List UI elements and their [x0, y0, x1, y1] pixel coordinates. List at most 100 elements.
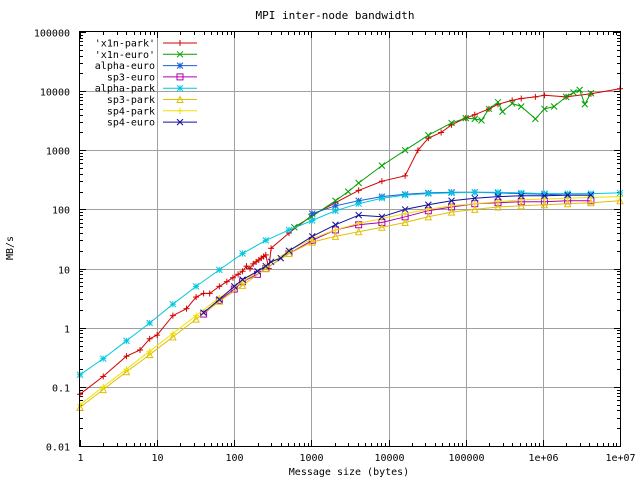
data-point	[354, 227, 363, 236]
data-point	[169, 332, 177, 341]
data-point	[215, 266, 223, 274]
series-x1n-park	[77, 85, 623, 398]
axes: 1 10 100 1000 10000 100000 1e+06 1e+07 0.01 0.1 1 1…	[34, 29, 636, 465]
data-point	[355, 179, 363, 187]
data-point	[355, 200, 363, 208]
series-line	[79, 191, 621, 376]
series-line	[79, 200, 621, 408]
data-point	[540, 200, 549, 209]
data-point	[215, 296, 223, 303]
data-point	[517, 201, 526, 210]
legend-marker	[176, 73, 184, 81]
data-point	[509, 97, 516, 104]
data-point	[268, 245, 275, 252]
legend-label: sp4-park	[107, 106, 155, 117]
legend-label: sp3-park	[107, 95, 155, 106]
data-point	[378, 162, 386, 169]
legend-label: alpha-park	[95, 84, 155, 95]
data-point	[254, 267, 261, 275]
legend-item: sp3-euro	[107, 72, 197, 83]
data-point	[137, 346, 144, 353]
data-point	[285, 226, 293, 234]
data-point	[447, 208, 456, 216]
y-axis-label: MB/s	[5, 236, 16, 260]
data-point	[587, 191, 595, 199]
y-tick-label: 1000	[46, 147, 70, 158]
data-point	[100, 373, 107, 380]
data-point	[424, 201, 432, 209]
data-point	[499, 108, 506, 116]
data-point	[576, 86, 584, 94]
data-point	[235, 271, 242, 278]
series-line	[79, 196, 621, 406]
data-point	[308, 233, 316, 240]
chart-title: MPI inter-node bandwidth	[256, 9, 415, 22]
data-point	[550, 103, 558, 110]
data-point	[471, 188, 479, 196]
data-point	[378, 223, 386, 231]
data-point	[146, 335, 153, 342]
legend: 'x1n-park''x1n-euro'alpha-eurosp3-euroal…	[95, 39, 197, 129]
data-point	[517, 189, 525, 197]
data-point	[99, 385, 108, 394]
data-point	[200, 290, 207, 297]
data-point	[438, 129, 445, 136]
x-tick-label: 1e+07	[605, 453, 635, 464]
data-point	[100, 383, 107, 390]
data-point	[425, 135, 432, 142]
legend-marker	[176, 50, 184, 58]
data-point	[261, 264, 270, 273]
data-point	[401, 218, 409, 227]
grid	[80, 32, 620, 446]
x-tick-label: 1e+06	[528, 453, 558, 464]
data-point	[494, 98, 502, 106]
x-tick-label: 10	[151, 453, 163, 464]
data-point	[200, 310, 208, 318]
data-point	[471, 111, 478, 118]
data-point	[518, 196, 525, 203]
data-point	[193, 312, 200, 319]
series-sp4-park	[77, 193, 623, 408]
data-point	[494, 202, 502, 211]
data-point	[541, 105, 548, 113]
data-point	[508, 100, 516, 107]
x-tick-label: 1000	[299, 453, 323, 464]
data-point	[277, 254, 285, 262]
data-point	[332, 226, 339, 233]
data-point	[169, 300, 177, 308]
data-point	[332, 207, 339, 215]
data-point	[471, 194, 479, 202]
data-point	[471, 115, 479, 123]
data-point	[239, 268, 246, 275]
legend-item: 'x1n-park'	[95, 39, 197, 50]
data-point	[154, 332, 161, 339]
data-point	[562, 93, 570, 101]
data-point	[123, 366, 130, 373]
data-point	[122, 367, 131, 376]
data-point	[206, 290, 213, 297]
data-point	[448, 202, 455, 209]
data-point	[247, 265, 254, 272]
data-point	[308, 210, 316, 217]
data-point	[123, 337, 130, 345]
data-point	[401, 191, 409, 199]
data-point	[285, 247, 293, 255]
data-point	[223, 278, 230, 285]
data-point	[378, 213, 386, 221]
data-point	[471, 200, 478, 207]
data-point	[462, 114, 470, 122]
data-point	[564, 191, 572, 199]
data-point	[485, 105, 493, 113]
data-point	[169, 330, 176, 337]
data-point	[425, 206, 432, 213]
data-point	[192, 283, 200, 290]
data-point	[532, 93, 539, 100]
data-point	[517, 103, 525, 110]
x-tick-label: 100	[225, 453, 243, 464]
data-point	[541, 196, 548, 203]
series-sp3-park	[76, 196, 624, 411]
data-point	[587, 198, 595, 207]
legend-label: 'x1n-euro'	[95, 50, 155, 61]
data-point	[402, 210, 409, 217]
